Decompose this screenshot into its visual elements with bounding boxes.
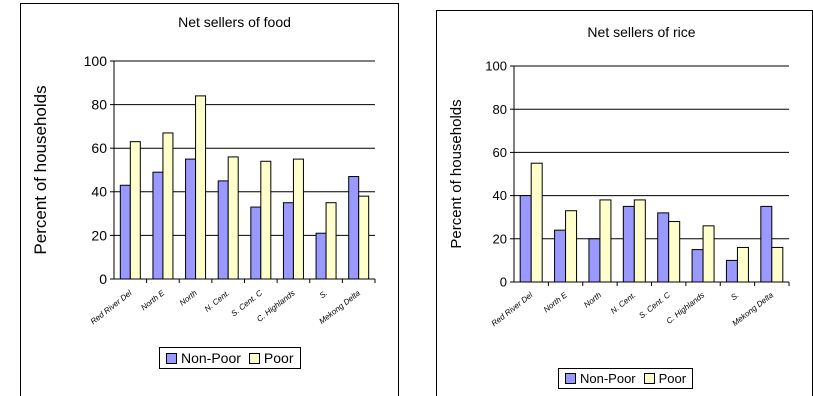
legend-swatch-non-poor [565, 373, 576, 384]
bar-poor-red-river-del [530, 162, 543, 283]
y-tick-label: 0 [99, 271, 107, 287]
y-tick-label: 0 [500, 275, 507, 290]
legend-label-non-poor: Non-Poor [181, 350, 241, 366]
legend-label-poor: Poor [658, 371, 687, 386]
bar-non-poor-c-highlands [282, 202, 294, 280]
legend-item-poor: Poor [248, 350, 294, 366]
y-tick-label: 80 [493, 102, 507, 117]
y-tick-label: 40 [493, 188, 507, 203]
x-tick-label: N. Cent. [203, 288, 232, 313]
legend-item-poor: Poor [643, 371, 687, 386]
legend-swatch-non-poor [166, 352, 177, 364]
bar-poor-north-e [565, 210, 578, 283]
bar-poor-north-e [162, 132, 174, 280]
y-tick-label: 60 [493, 145, 507, 160]
bar-poor-north [195, 95, 207, 280]
bar-poor-n-cent [633, 199, 646, 283]
bar-non-poor-s [315, 232, 327, 280]
bar-non-poor-n-cent [217, 180, 229, 280]
legend-item-non-poor: Non-Poor [166, 350, 241, 366]
legend-swatch-poor [248, 352, 260, 364]
x-tick-label: Red River Del [89, 288, 134, 326]
x-tick-label: C. Highlands [665, 290, 707, 325]
rice-chart-panel: Net sellers of rice 0 20 40 60 80 100 Percent o… [436, 10, 813, 396]
bar-poor-c-highlands [292, 158, 304, 280]
bar-poor-north [599, 199, 612, 283]
y-tick-label: 40 [91, 184, 107, 200]
bar-poor-s-cent-c [260, 160, 272, 280]
bar-non-poor-c-highlands [691, 249, 704, 283]
y-tick-label: 60 [91, 140, 107, 156]
bar-non-poor-north-e [152, 171, 164, 280]
x-tick-label: S. [318, 288, 330, 300]
food-chart: Net sellers of food 0 20 40 60 80 100 Percent o… [31, 14, 376, 326]
bar-non-poor-north [185, 158, 197, 280]
bar-non-poor-n-cent [622, 205, 635, 283]
bar-non-poor-s-cent-c [250, 206, 262, 280]
bar-non-poor-north-e [554, 229, 567, 283]
bar-non-poor-mekong-delta [760, 205, 773, 283]
bar-non-poor-red-river-del [119, 184, 131, 280]
bar-poor-mekong-delta [771, 246, 784, 283]
x-tick-label: Red River Del [490, 290, 535, 328]
chart-title: Net sellers of food [178, 14, 291, 30]
legend-label-poor: Poor [263, 350, 294, 366]
y-axis-label: Percent of households [448, 99, 465, 248]
food-legend: Non-Poor Poor [159, 347, 301, 369]
bar-poor-n-cent [227, 156, 239, 280]
x-tick-label: North E [139, 288, 166, 312]
x-tick-label: North E [542, 290, 569, 314]
legend-item-non-poor: Non-Poor [565, 371, 636, 386]
x-tick-label: North [582, 290, 603, 309]
bar-non-poor-red-river-del [519, 195, 532, 283]
y-tick-label: 20 [493, 231, 507, 246]
bar-poor-mekong-delta [358, 195, 370, 280]
bar-poor-s [736, 246, 749, 283]
bar-non-poor-mekong-delta [348, 176, 360, 280]
y-tick-label: 100 [485, 59, 507, 74]
bar-poor-s-cent-c [668, 221, 681, 283]
y-tick-label: 100 [84, 53, 108, 69]
food-chart-panel: Net sellers of food 0 20 40 60 80 100 Percent o… [20, 3, 399, 396]
chart-title: Net sellers of rice [587, 24, 695, 40]
rice-legend: Non-Poor Poor [558, 368, 694, 389]
x-tick-label: S. [729, 290, 741, 302]
bar-poor-s [325, 202, 337, 280]
bar-non-poor-s [725, 259, 738, 283]
legend-swatch-poor [643, 373, 655, 384]
y-tick-label: 80 [91, 97, 107, 113]
y-axis-label: Percent of households [31, 85, 50, 254]
bar-poor-c-highlands [702, 225, 715, 283]
bar-non-poor-north [588, 238, 601, 283]
bar-non-poor-s-cent-c [657, 212, 670, 283]
rice-chart: Net sellers of rice 0 20 40 60 80 100 Percent o… [448, 24, 790, 328]
x-tick-label: North [178, 288, 199, 307]
x-tick-label: N. Cent. [609, 290, 638, 315]
y-tick-label: 20 [91, 227, 107, 243]
legend-label-non-poor: Non-Poor [580, 371, 636, 386]
bar-poor-red-river-del [129, 141, 141, 280]
